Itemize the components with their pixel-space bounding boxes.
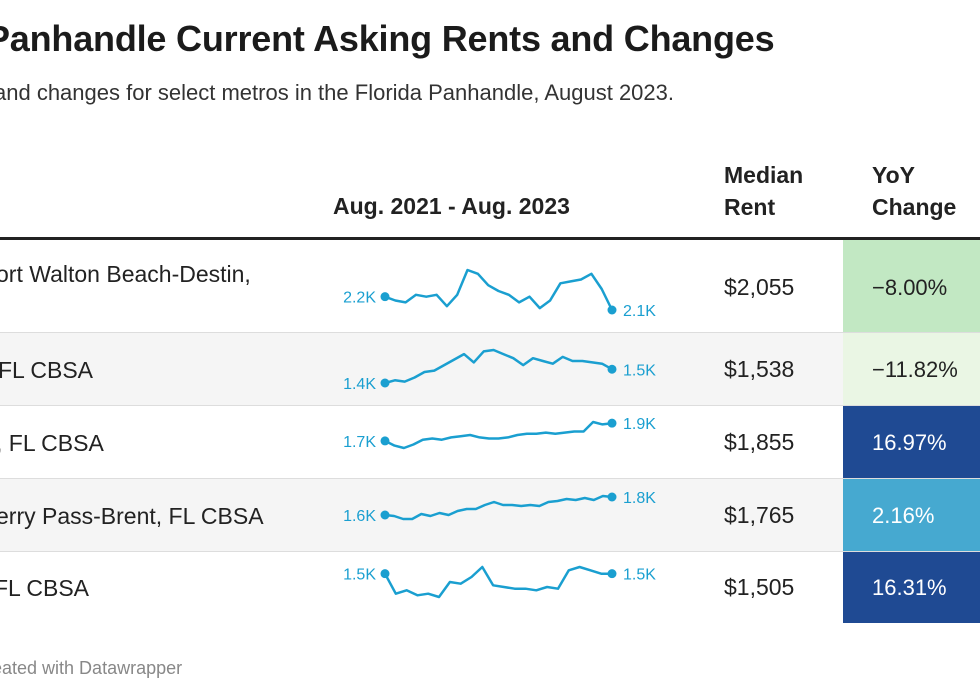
sparkline-series-line bbox=[384, 494, 613, 521]
yoy-change-cell: 16.97% bbox=[843, 406, 980, 478]
table-row: FL CBSA 1.5K 1.5K $1,505 16.31% bbox=[0, 552, 980, 623]
metro-name-line: ort Walton Beach-Destin, bbox=[0, 261, 251, 287]
median-rent-value: $1,855 bbox=[724, 429, 795, 455]
sparkline: 1.5K 1.5K bbox=[343, 565, 656, 599]
metro-name: , FL CBSA bbox=[0, 427, 104, 459]
yoy-change-value: −11.82% bbox=[872, 357, 958, 382]
yoy-change-value: 16.97% bbox=[872, 430, 947, 455]
yoy-change-cell: −11.82% bbox=[843, 333, 980, 405]
sparkline-series-line bbox=[383, 565, 612, 599]
sparkline: 1.6K 1.8K bbox=[343, 490, 656, 525]
metro-name-line: FL CBSA bbox=[0, 575, 90, 601]
metro-name: erry Pass-Brent, FL CBSA bbox=[0, 500, 264, 532]
sparkline-end-point bbox=[607, 418, 617, 428]
sparkline: 1.4K 1.5K bbox=[343, 348, 656, 393]
table-row: FL CBSA 1.4K 1.5K $1,538 −11.82% bbox=[0, 333, 980, 406]
sparkline-end-label: 1.8K bbox=[623, 490, 656, 507]
sparkline-end-label: 1.5K bbox=[623, 362, 656, 379]
chart-title: Panhandle Current Asking Rents and Chang… bbox=[0, 18, 775, 59]
yoy-change-value: −8.00% bbox=[872, 275, 948, 300]
sparkline-end-label: 1.9K bbox=[623, 416, 656, 433]
table-row: erry Pass-Brent, FL CBSA 1.6K 1.8K $1,765… bbox=[0, 479, 980, 552]
yoy-change-cell: 2.16% bbox=[843, 479, 980, 551]
sparkline-start-point bbox=[380, 436, 390, 446]
sparkline-end-point bbox=[607, 364, 617, 374]
sparkline: 2.2K 2.1K bbox=[343, 268, 656, 320]
column-header-sparkline: Aug. 2021 - Aug. 2023 bbox=[333, 193, 570, 219]
sparkline-start-label: 1.4K bbox=[343, 376, 376, 393]
chart-subtitle: and changes for select metros in the Flo… bbox=[0, 80, 674, 105]
median-rent-value: $1,538 bbox=[724, 356, 795, 382]
sparkline-start-point bbox=[380, 378, 390, 388]
median-rent-value: $1,765 bbox=[724, 502, 795, 528]
sparkline-start-point bbox=[380, 510, 390, 520]
metro-name: FL CBSA bbox=[0, 354, 93, 386]
sparkline-start-point bbox=[380, 292, 390, 302]
metro-name: FL CBSA bbox=[0, 572, 89, 604]
metro-name: ort Walton Beach-Destin, bbox=[0, 258, 251, 290]
yoy-change-value: 2.16% bbox=[872, 503, 935, 528]
sparkline-series-line bbox=[384, 348, 613, 385]
column-header-median-rent: Median Rent bbox=[724, 162, 804, 220]
sparkline-end-label: 2.1K bbox=[623, 303, 656, 320]
sparkline-start-point bbox=[380, 569, 390, 579]
footer-note: eated with Datawrapper bbox=[0, 658, 183, 678]
header-divider bbox=[0, 237, 980, 240]
sparkline-end-label: 1.5K bbox=[623, 567, 656, 584]
median-rent-value: $1,505 bbox=[724, 574, 795, 600]
yoy-change-cell: 16.31% bbox=[843, 552, 980, 623]
metro-name-line: FL CBSA bbox=[0, 357, 94, 383]
median-rent-value: $2,055 bbox=[724, 274, 795, 300]
sparkline-start-label: 2.2K bbox=[343, 290, 376, 307]
sparkline-start-label: 1.7K bbox=[343, 434, 376, 451]
column-header-yoy-change: YoY Change bbox=[872, 162, 957, 220]
yoy-change-value: 16.31% bbox=[872, 575, 947, 600]
metro-name-line: erry Pass-Brent, FL CBSA bbox=[0, 503, 264, 529]
sparkline-series-line bbox=[384, 268, 614, 311]
table-row: , FL CBSA 1.7K 1.9K $1,855 16.97% bbox=[0, 406, 980, 479]
sparkline-end-point bbox=[607, 569, 617, 579]
sparkline-start-label: 1.6K bbox=[343, 508, 376, 525]
table-row: ort Walton Beach-Destin, 2.2K 2.1K $2,055… bbox=[0, 240, 980, 333]
sparkline-end-point bbox=[607, 305, 617, 315]
metro-name-line: , FL CBSA bbox=[0, 430, 104, 456]
sparkline-end-point bbox=[607, 492, 617, 502]
sparkline: 1.7K 1.9K bbox=[343, 416, 656, 451]
yoy-change-cell: −8.00% bbox=[843, 240, 980, 332]
sparkline-start-label: 1.5K bbox=[343, 567, 376, 584]
sparkline-series-line bbox=[384, 420, 613, 450]
